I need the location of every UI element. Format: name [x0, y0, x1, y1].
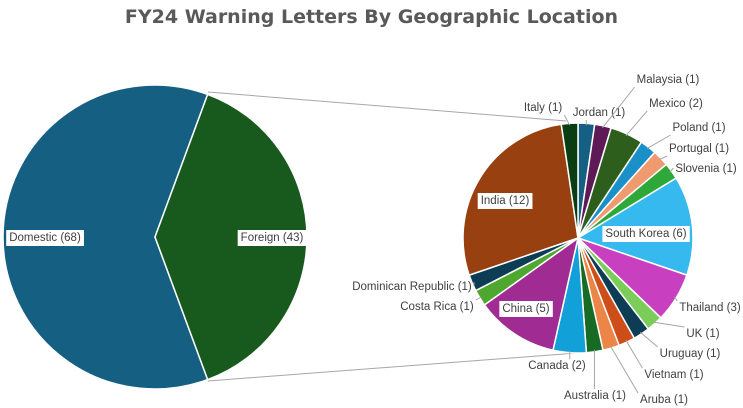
data-label-costa-rica: Costa Rica (1)	[400, 301, 474, 313]
data-label-australia: Australia (1)	[564, 390, 626, 402]
data-label-uk: UK (1)	[686, 328, 719, 340]
slice-foreign	[154, 93, 308, 381]
data-label-portugal: Portugal (1)	[669, 143, 729, 155]
leader-line-vietnam	[625, 340, 643, 369]
slice-domestic	[2, 84, 209, 390]
connector-line-top	[207, 91, 567, 122]
data-label-malaysia: Malaysia (1)	[637, 74, 700, 86]
data-label-foreign: Foreign (43)	[241, 232, 304, 244]
leader-line-poland	[646, 134, 671, 149]
slice-china	[483, 236, 580, 352]
leader-line-thailand	[674, 296, 678, 302]
leader-line-aruba	[610, 345, 639, 394]
leader-line-uruguay	[640, 331, 658, 348]
leader-line-slovenia	[669, 167, 674, 173]
data-label-poland: Poland (1)	[672, 122, 725, 134]
leader-line-malaysia	[602, 86, 636, 129]
data-label-china: China (5)	[502, 303, 549, 315]
data-label-south-korea-box	[602, 226, 690, 242]
leader-line-portugal	[659, 155, 668, 161]
data-label-india-box	[477, 193, 533, 209]
leader-line-italy	[563, 114, 571, 126]
data-label-canada: Canada (2)	[528, 360, 586, 372]
leader-line-costa-rica	[475, 296, 482, 301]
leader-line-uk	[653, 321, 685, 328]
data-label-dominican-republic: Dominican Republic (1)	[352, 281, 472, 293]
data-label-italy: Italy (1)	[524, 102, 563, 114]
data-label-domestic: Domestic (68)	[9, 232, 81, 244]
data-label-vietnam: Vietnam (1)	[644, 369, 703, 381]
data-label-foreign-box	[237, 230, 307, 246]
data-label-south-korea: South Korea (6)	[605, 228, 686, 240]
chart-title: FY24 Warning Letters By Geographic Locat…	[124, 6, 619, 28]
data-label-domestic-box	[6, 230, 84, 246]
leader-line-mexico	[625, 110, 648, 137]
slice-italy	[560, 122, 579, 239]
data-label-mexico: Mexico (2)	[649, 98, 703, 110]
data-label-thailand: Thailand (3)	[679, 302, 741, 314]
data-label-aruba: Aruba (1)	[640, 394, 688, 406]
data-label-china-box	[499, 301, 553, 317]
data-label-uruguay: Uruguay (1)	[660, 348, 721, 360]
data-label-slovenia: Slovenia (1)	[675, 163, 737, 175]
data-label-india: India (12)	[481, 195, 530, 207]
connector-line-bottom	[207, 351, 591, 382]
